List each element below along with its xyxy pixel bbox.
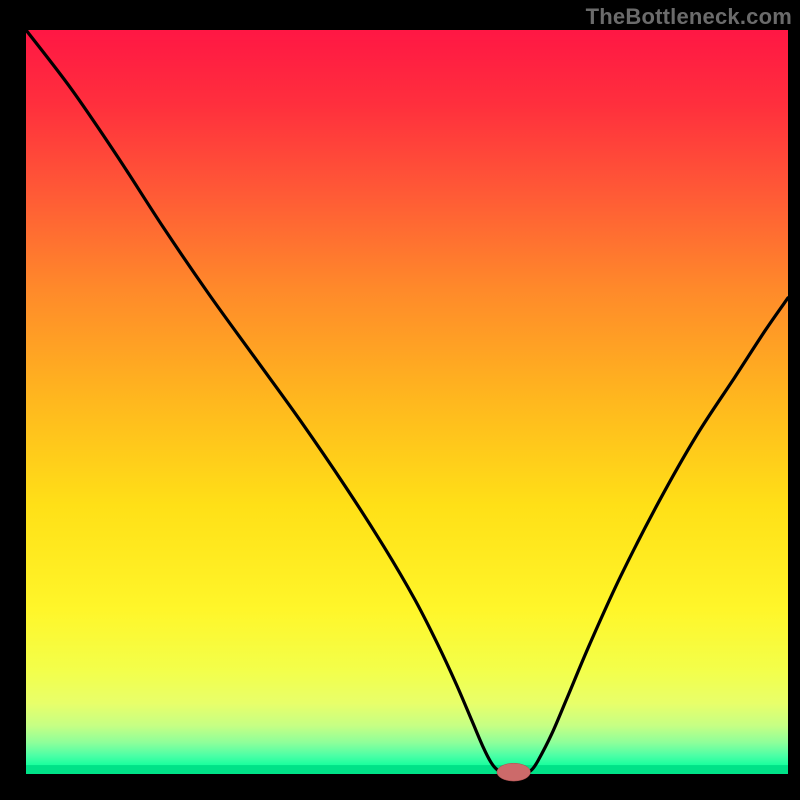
bottleneck-chart — [0, 0, 800, 800]
base-band — [26, 765, 788, 774]
optimum-marker — [497, 763, 531, 781]
plot-area-gradient — [26, 30, 788, 774]
watermark-text: TheBottleneck.com — [586, 4, 792, 30]
